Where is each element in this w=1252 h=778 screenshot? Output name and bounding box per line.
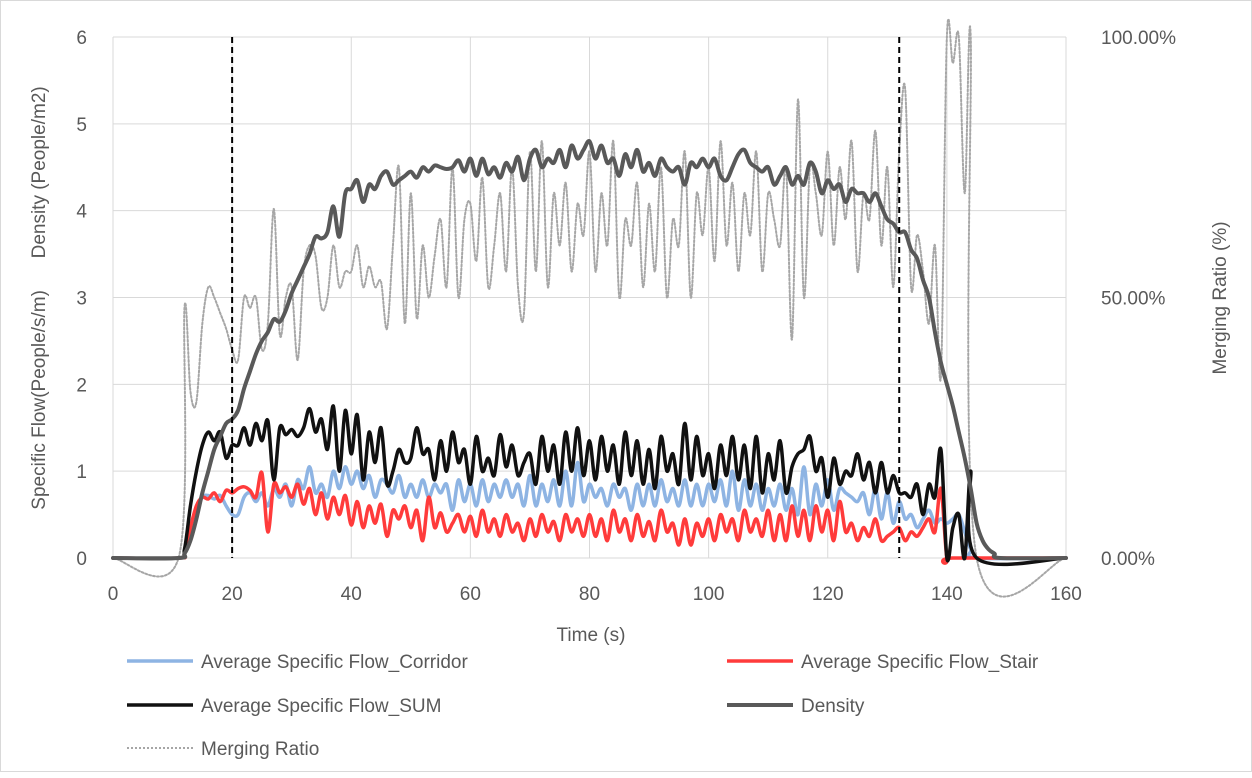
- y-tick-label: 2: [76, 375, 87, 396]
- legend-label-merging: Merging Ratio: [201, 739, 319, 760]
- x-tick-label: 0: [108, 584, 119, 605]
- x-tick-label: 160: [1050, 584, 1082, 605]
- y2-tick-label: 0.00%: [1101, 549, 1155, 570]
- x-tick-label: 40: [341, 584, 362, 605]
- x-tick-label: 60: [460, 584, 481, 605]
- legend: Average Specific Flow_Corridor Average Sp…: [127, 652, 1039, 760]
- y-axis-left-title: Specific Flow(People/s/m) Density (Peopl…: [29, 86, 50, 509]
- y2-tick-label: 100.00%: [1101, 28, 1176, 49]
- y-tick-label: 4: [76, 202, 87, 223]
- y-tick-label: 5: [76, 115, 87, 136]
- x-tick-label: 100: [693, 584, 725, 605]
- x-tick-label: 80: [579, 584, 600, 605]
- y-axis-right-title: Merging Ratio (%): [1210, 221, 1231, 374]
- y-tick-label: 0: [76, 549, 87, 570]
- x-axis-title: Time (s): [557, 625, 626, 646]
- y2-tick-label: 50.00%: [1101, 289, 1166, 310]
- y-tick-label: 3: [76, 289, 87, 310]
- x-tick-label: 120: [812, 584, 844, 605]
- x-tick-label: 140: [931, 584, 963, 605]
- legend-label-corridor: Average Specific Flow_Corridor: [201, 652, 468, 673]
- legend-label-stair: Average Specific Flow_Stair: [801, 652, 1039, 673]
- legend-label-sum: Average Specific Flow_SUM: [201, 696, 441, 717]
- y-tick-label: 6: [76, 28, 87, 49]
- x-tick-label: 20: [222, 584, 243, 605]
- y-tick-label: 1: [76, 462, 87, 483]
- legend-label-density: Density: [801, 696, 865, 717]
